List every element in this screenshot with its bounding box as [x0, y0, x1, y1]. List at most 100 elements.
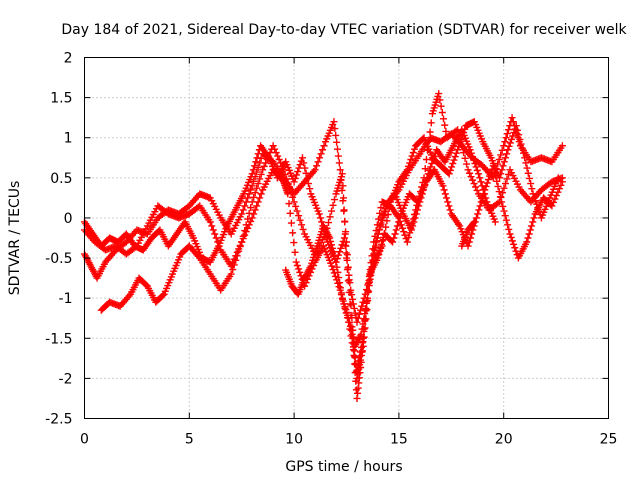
data-point-marker — [486, 172, 494, 180]
data-point-marker — [357, 330, 365, 338]
data-point-marker — [528, 185, 536, 193]
data-point-marker — [303, 174, 311, 182]
data-point-marker — [530, 193, 538, 201]
data-point-marker — [242, 198, 250, 206]
data-point-marker — [499, 162, 507, 170]
data-point-marker — [418, 190, 426, 198]
data-point-marker — [250, 210, 258, 218]
data-point-marker — [372, 238, 380, 246]
data-point-marker — [477, 178, 485, 186]
data-point-marker — [353, 318, 361, 326]
y-tick-label: -1 — [59, 291, 73, 307]
data-point-marker — [422, 155, 430, 163]
data-point-marker — [295, 212, 303, 220]
data-layer — [81, 90, 566, 402]
data-point-marker — [254, 150, 262, 158]
data-point-marker — [371, 246, 379, 254]
x-axis-label: GPS time / hours — [285, 459, 402, 475]
data-point-marker — [442, 127, 450, 135]
data-point-marker — [356, 353, 364, 361]
data-point-marker — [333, 138, 341, 146]
data-point-marker — [245, 221, 253, 229]
data-point-marker — [256, 194, 264, 202]
data-point-marker — [292, 258, 300, 266]
data-point-marker — [451, 153, 459, 161]
data-point-marker — [503, 150, 511, 158]
data-point-marker — [425, 166, 433, 174]
data-point-marker — [479, 186, 487, 194]
data-point-marker — [409, 149, 417, 157]
data-point-marker — [471, 160, 479, 168]
data-point-marker — [510, 129, 518, 137]
data-point-marker — [524, 169, 532, 177]
data-point-marker — [529, 218, 537, 226]
data-point-marker — [346, 279, 354, 287]
data-point-marker — [259, 166, 267, 174]
data-point-marker — [244, 194, 252, 202]
data-point-marker — [314, 158, 322, 166]
data-point-marker — [460, 149, 468, 157]
data-point-marker — [516, 135, 524, 143]
data-point-marker — [417, 194, 425, 202]
data-point-marker — [413, 206, 421, 214]
data-point-marker — [364, 288, 372, 296]
data-point-marker — [498, 166, 506, 174]
y-tick-label: -2.5 — [45, 412, 72, 428]
y-tick-label: -0.5 — [45, 251, 72, 267]
data-point-marker — [526, 226, 534, 234]
series-track-4 — [81, 118, 562, 326]
data-point-marker — [379, 236, 387, 244]
data-point-marker — [354, 362, 362, 370]
data-point-marker — [331, 255, 339, 263]
x-tick-label: 10 — [285, 432, 303, 448]
data-point-marker — [524, 234, 532, 242]
data-point-marker — [466, 146, 474, 154]
data-point-marker — [290, 198, 298, 206]
data-point-marker — [484, 176, 492, 184]
data-point-marker — [407, 226, 415, 234]
data-point-marker — [481, 190, 489, 198]
data-point-marker — [444, 198, 452, 206]
data-point-marker — [328, 244, 336, 252]
data-point-marker — [510, 240, 518, 248]
data-point-marker — [372, 242, 380, 250]
data-point-marker — [275, 155, 283, 163]
data-point-marker — [367, 269, 375, 277]
data-point-marker — [241, 231, 249, 239]
data-point-marker — [291, 174, 299, 182]
data-point-marker — [469, 176, 477, 184]
data-point-marker — [503, 175, 511, 183]
x-tick-label: 5 — [185, 432, 194, 448]
y-tick-label: 0.5 — [50, 171, 72, 187]
data-point-marker — [289, 229, 297, 237]
data-point-marker — [499, 189, 507, 197]
data-point-marker — [558, 178, 566, 186]
data-point-marker — [349, 300, 357, 308]
data-point-marker — [254, 198, 262, 206]
data-point-marker — [392, 226, 400, 234]
data-point-marker — [555, 185, 563, 193]
data-point-marker — [281, 170, 289, 178]
data-point-marker — [411, 214, 419, 222]
data-point-marker — [475, 170, 483, 178]
data-point-marker — [472, 214, 480, 222]
data-point-marker — [511, 244, 519, 252]
data-point-marker — [415, 202, 423, 210]
data-point-marker — [302, 169, 310, 177]
data-point-marker — [375, 226, 383, 234]
data-point-marker — [343, 256, 351, 264]
data-point-marker — [300, 159, 308, 167]
data-point-marker — [507, 233, 515, 241]
data-point-marker — [341, 230, 349, 238]
data-point-marker — [342, 249, 350, 257]
data-point-marker — [426, 128, 434, 136]
data-point-marker — [427, 119, 435, 127]
data-point-marker — [438, 109, 446, 117]
data-point-marker — [293, 262, 301, 270]
data-point-marker — [319, 146, 327, 154]
data-point-marker — [495, 188, 503, 196]
data-point-marker — [349, 334, 357, 342]
data-point-marker — [535, 207, 543, 215]
data-point-marker — [350, 304, 358, 312]
data-point-marker — [330, 251, 338, 259]
